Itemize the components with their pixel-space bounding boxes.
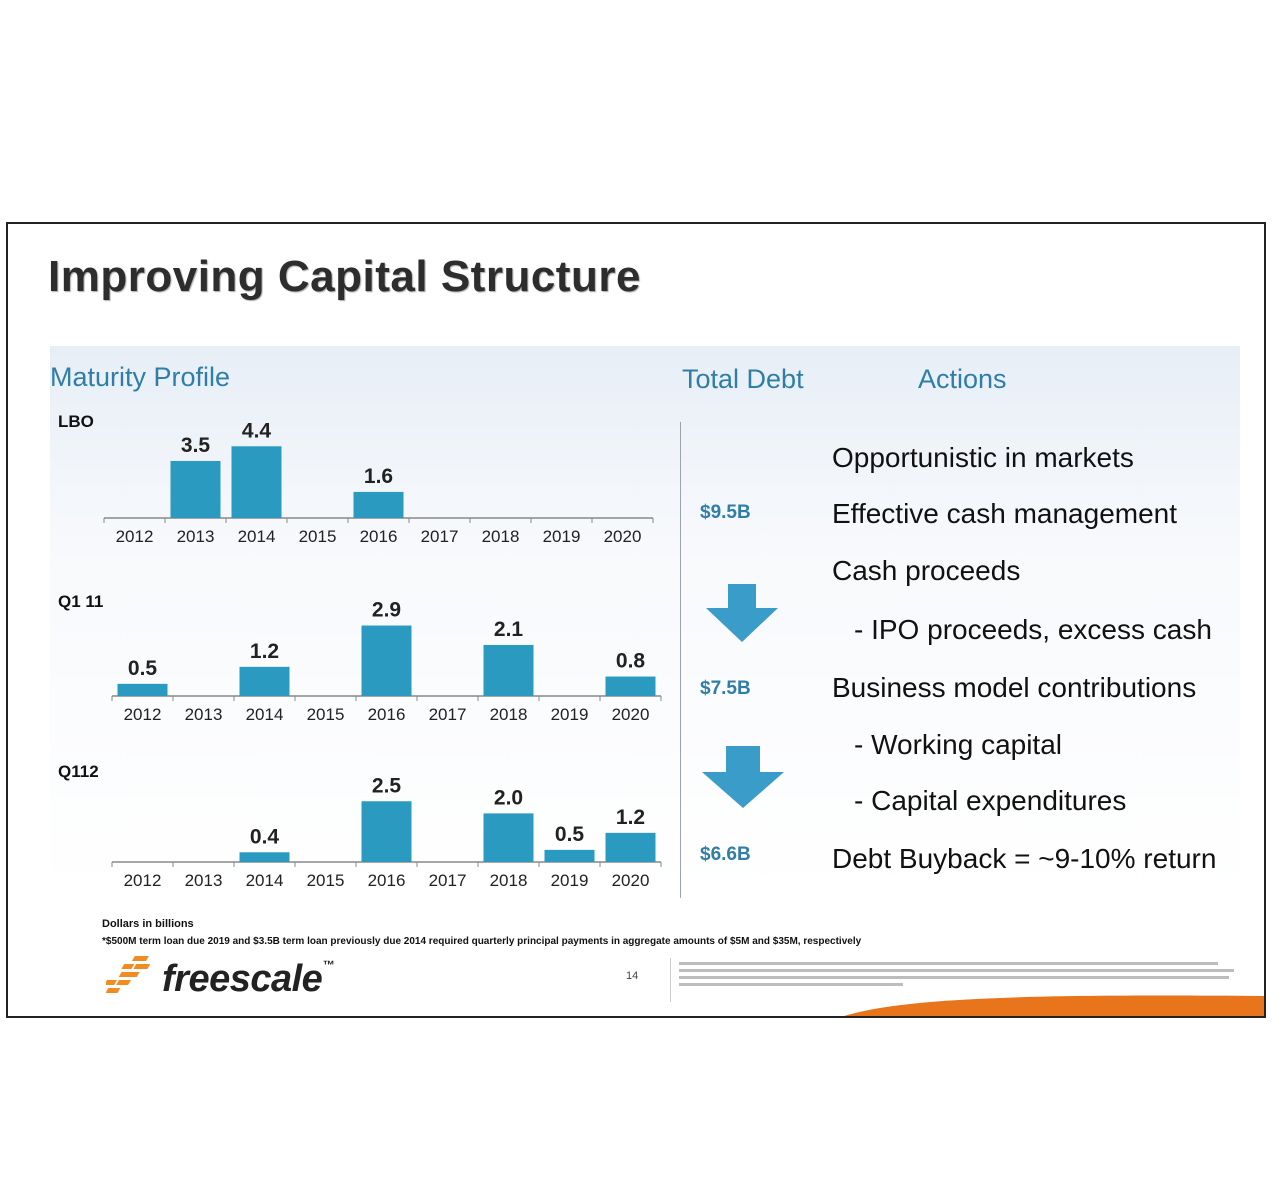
data-label: 3.5	[181, 434, 211, 457]
x-tick-label: 2015	[307, 871, 345, 890]
logo-wordmark: freescale™	[162, 958, 334, 1001]
data-label: 0.5	[128, 657, 158, 680]
loan-footnote: *$500M term loan due 2019 and $3.5B term…	[102, 936, 862, 947]
x-tick-label: 2016	[368, 871, 406, 890]
bar	[239, 666, 290, 696]
bar	[483, 644, 534, 696]
bar	[605, 832, 656, 862]
maturity-profile-charts: LBO 2012 2013 3.5 2014 4.4 2015 2016 1.6 2017 2018…	[58, 412, 662, 890]
x-tick-label: 2012	[124, 705, 162, 724]
bar	[117, 683, 168, 696]
bar	[170, 460, 221, 518]
x-tick-label: 2017	[421, 527, 459, 546]
x-tick-label: 2017	[429, 871, 467, 890]
maturity-profile-header: Maturity Profile	[50, 362, 231, 392]
bar	[353, 491, 404, 518]
data-label: 1.6	[364, 465, 393, 488]
legal-text-line	[679, 983, 904, 986]
footer-swoosh	[844, 995, 1264, 1016]
action-item: Cash proceeds	[832, 555, 1021, 586]
down-arrow-icon	[706, 584, 778, 642]
bar	[231, 446, 282, 518]
chart-title: Q112	[58, 762, 99, 781]
x-tick-label: 2019	[543, 527, 581, 546]
x-tick-label: 2019	[551, 705, 589, 724]
bar	[239, 852, 290, 862]
bar	[361, 625, 412, 696]
total-debt-value-2: $7.5B	[700, 678, 751, 699]
x-tick-label: 2014	[246, 871, 284, 890]
action-subitem: - Working capital	[854, 729, 1063, 760]
legal-text-line	[679, 969, 1235, 972]
x-tick-label: 2014	[246, 705, 284, 724]
legal-text-line	[679, 962, 1218, 965]
x-tick-label: 2020	[612, 705, 650, 724]
x-tick-label: 2019	[551, 871, 589, 890]
legal-disclaimer	[670, 958, 1240, 1002]
x-tick-label: 2020	[612, 871, 650, 890]
logo-mark-icon	[104, 956, 151, 993]
down-arrow-icon	[702, 746, 784, 808]
x-tick-label: 2018	[490, 705, 528, 724]
total-debt-value-1: $9.5B	[700, 502, 751, 523]
bar	[483, 813, 534, 862]
total-debt-value-3: $6.6B	[700, 844, 751, 865]
data-label: 0.8	[616, 650, 646, 673]
logo-trademark: ™	[322, 958, 334, 972]
data-label: 1.2	[616, 806, 645, 829]
divider-line	[680, 422, 681, 898]
x-tick-label: 2018	[482, 527, 520, 546]
x-tick-label: 2016	[368, 705, 406, 724]
legal-text-line	[679, 976, 1229, 979]
data-label: 0.5	[555, 823, 585, 846]
units-footnote: Dollars in billions	[102, 918, 194, 930]
x-tick-label: 2017	[429, 705, 467, 724]
action-item: Opportunistic in markets	[832, 442, 1134, 473]
action-item: Debt Buyback = ~9-10% return	[832, 843, 1217, 874]
data-label: 2.5	[372, 774, 402, 797]
x-tick-label: 2013	[185, 705, 223, 724]
data-label: 2.9	[372, 599, 401, 622]
slide: Improving Capital Structure Maturity Pro…	[6, 222, 1266, 1018]
x-tick-label: 2018	[490, 871, 528, 890]
x-tick-label: 2012	[124, 871, 162, 890]
content-panel	[50, 346, 1240, 896]
logo-text: freescale	[162, 958, 323, 1000]
data-label: 1.2	[250, 640, 279, 663]
x-tick-label: 2015	[299, 527, 337, 546]
x-tick-label: 2015	[307, 705, 345, 724]
chart-title: LBO	[58, 412, 94, 431]
total-debt-header: Total Debt	[682, 364, 804, 394]
action-subitem: - IPO proceeds, excess cash	[854, 614, 1212, 645]
x-tick-label: 2016	[360, 527, 398, 546]
data-label: 0.4	[250, 825, 280, 848]
page-number: 14	[626, 970, 639, 982]
action-subitem: - Capital expenditures	[854, 785, 1127, 816]
bar	[361, 801, 412, 862]
freescale-logo: freescale™	[104, 954, 356, 1004]
x-tick-label: 2013	[185, 871, 223, 890]
action-item: Effective cash management	[832, 498, 1178, 529]
chart-title: Q1 11	[58, 592, 103, 611]
bar	[544, 849, 595, 862]
x-tick-label: 2014	[238, 527, 276, 546]
x-tick-label: 2013	[177, 527, 215, 546]
actions-header: Actions	[918, 364, 1007, 394]
data-label: 4.4	[242, 419, 272, 442]
slide-title: Improving Capital Structure	[48, 252, 641, 301]
data-label: 2.0	[494, 786, 523, 809]
data-label: 2.1	[494, 618, 524, 641]
bar	[605, 676, 656, 696]
x-tick-label: 2012	[116, 527, 154, 546]
x-tick-label: 2020	[604, 527, 642, 546]
action-item: Business model contributions	[832, 672, 1197, 703]
